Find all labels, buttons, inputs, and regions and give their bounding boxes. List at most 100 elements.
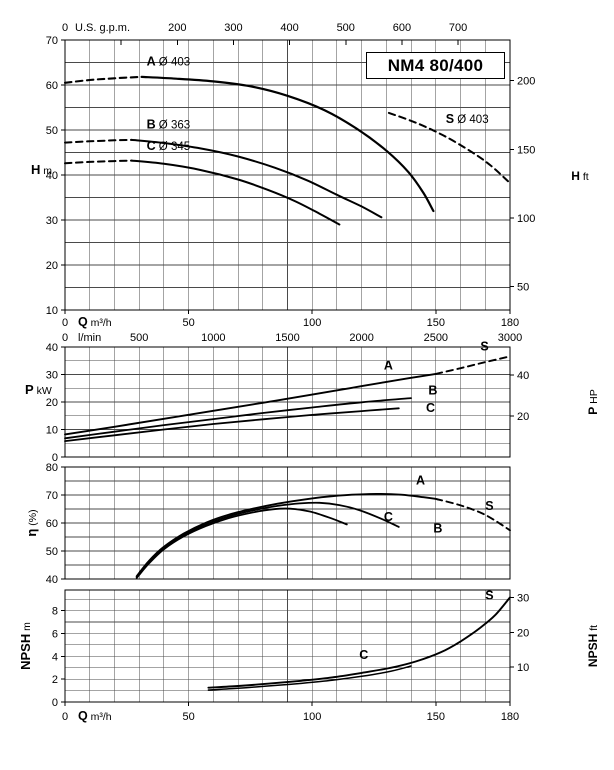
y2-tick-label: 20 <box>517 627 529 639</box>
y-tick-label: 60 <box>46 518 58 530</box>
chart-npsh: 0 2 4 6 8 10 20 30 NPSH ft NPSH m 0 50 100 150 180 Q m³… <box>18 589 600 723</box>
y2-tick-label: 100 <box>517 213 535 225</box>
curve-label-S: S <box>485 499 493 513</box>
y-tick-label: 4 <box>52 651 58 663</box>
y2-tick-label: 40 <box>517 370 529 382</box>
y-tick-label: 40 <box>46 342 58 354</box>
gpm-tick-label: 500 <box>337 22 355 34</box>
q-tick-label: 50 <box>182 317 194 329</box>
q-tick-label: 0 <box>62 711 68 723</box>
y-tick-label: 30 <box>46 215 58 227</box>
gpm-tick-label: 700 <box>449 22 467 34</box>
curve-label-A: A <box>384 359 393 373</box>
grid <box>65 40 510 310</box>
y-tick-label: 10 <box>46 305 58 317</box>
curve-C <box>135 507 348 579</box>
curve-label-B: B <box>428 383 437 397</box>
curve-A <box>140 75 435 213</box>
y-tick-label: 10 <box>46 425 58 437</box>
lmin-tick-label: 2500 <box>424 332 448 344</box>
y-tick-label: 50 <box>46 125 58 137</box>
y-tick-label: 20 <box>46 260 58 272</box>
grid <box>65 467 510 579</box>
curve-B <box>64 397 412 440</box>
lmin-tick-label: 0 <box>62 332 68 344</box>
curve-S-dashed <box>387 111 511 185</box>
q-tick-label: 100 <box>303 711 321 723</box>
q-tick-label: 100 <box>303 317 321 329</box>
y2-axis-title: P HP <box>586 389 600 415</box>
q-tick-label: 150 <box>427 317 445 329</box>
curve-label-B: B Ø 363 <box>147 118 191 132</box>
curve-label-C: C <box>426 401 435 415</box>
curve-label-B: B <box>433 522 442 536</box>
pump-model-title: NM4 80/400 <box>366 52 505 79</box>
gpm-tick-label: 400 <box>280 22 298 34</box>
curve-C <box>130 159 341 226</box>
gpm-tick-label: 600 <box>393 22 411 34</box>
y-tick-label: 40 <box>46 574 58 586</box>
curve-A <box>64 372 437 436</box>
tick-marks <box>61 466 65 580</box>
tick-marks <box>61 346 514 458</box>
y-tick-label: 60 <box>46 80 58 92</box>
curve-label-S: S <box>485 589 493 603</box>
curve-C-lower <box>207 665 412 691</box>
lmin-tick-label: 3000 <box>498 332 522 344</box>
y-tick-label: 2 <box>52 674 58 686</box>
y-tick-label: 70 <box>46 490 58 502</box>
curve-label-C: C <box>359 648 368 662</box>
grid <box>65 590 510 702</box>
q-axis-title: Q m³/h <box>78 315 112 329</box>
y-axis-title: H m <box>31 162 52 177</box>
curve-S-dashed <box>434 497 511 532</box>
q-tick-label: 180 <box>501 317 519 329</box>
q-tick-label: 150 <box>427 711 445 723</box>
lmin-tick-label: 1500 <box>275 332 299 344</box>
gpm-tick-label: 200 <box>168 22 186 34</box>
curve-label-C: C <box>384 510 393 524</box>
curve-C-dashed-lead <box>64 159 133 165</box>
plot-border <box>64 589 511 703</box>
y-tick-label: 20 <box>46 397 58 409</box>
curve-label-S: S <box>480 339 488 353</box>
y-tick-label: 80 <box>46 462 58 474</box>
y-tick-label: 50 <box>46 546 58 558</box>
chart-power: 0 10 20 30 40 20 40 P HP P kW A BC S <box>25 339 600 464</box>
lmin-tick-label: 2000 <box>349 332 373 344</box>
curve-A-dashed-lead <box>63 75 143 84</box>
y-tick-label: 8 <box>52 606 58 618</box>
lmin-tick-label: 1000 <box>201 332 225 344</box>
y2-axis-title: NPSH ft <box>586 625 600 667</box>
y-axis-title: P kW <box>25 382 52 397</box>
y-tick-label: 0 <box>52 452 58 464</box>
y-tick-label: 30 <box>46 370 58 382</box>
q-tick-label: 0 <box>62 317 68 329</box>
y2-tick-label: 200 <box>517 76 535 88</box>
y2-tick-label: 30 <box>517 592 529 604</box>
y2-tick-label: 20 <box>517 411 529 423</box>
chart-head: 10 20 30 40 50 60 70 50 100 150 200 H ft H m 0 200 300 4… <box>31 22 589 344</box>
curve-B-dashed-lead <box>64 138 133 144</box>
chart-eff: 40 50 60 70 80 η (%) A C B S <box>24 462 511 586</box>
gpm-tick-label: 0 <box>62 22 68 34</box>
curve-label-C: C Ø 345 <box>147 139 191 153</box>
curve-C-S <box>207 596 511 689</box>
y-tick-label: 6 <box>52 628 58 640</box>
lmin-tick-label: 500 <box>130 332 148 344</box>
y-axis-title: NPSH m <box>18 622 33 670</box>
curve-S-dashed <box>434 355 511 375</box>
y-tick-label: 0 <box>52 697 58 709</box>
lmin-axis-title: l/min <box>78 332 101 344</box>
tick-marks <box>61 39 514 314</box>
y-tick-label: 40 <box>46 170 58 182</box>
y-axis-title: η (%) <box>24 509 39 536</box>
y2-tick-label: 150 <box>517 144 535 156</box>
q-tick-label: 50 <box>182 711 194 723</box>
gpm-axis-title: U.S. g.p.m. <box>75 22 130 34</box>
curve-label-S: S Ø 403 <box>446 112 489 126</box>
gpm-tick-label: 300 <box>224 22 242 34</box>
y2-tick-label: 50 <box>517 281 529 293</box>
